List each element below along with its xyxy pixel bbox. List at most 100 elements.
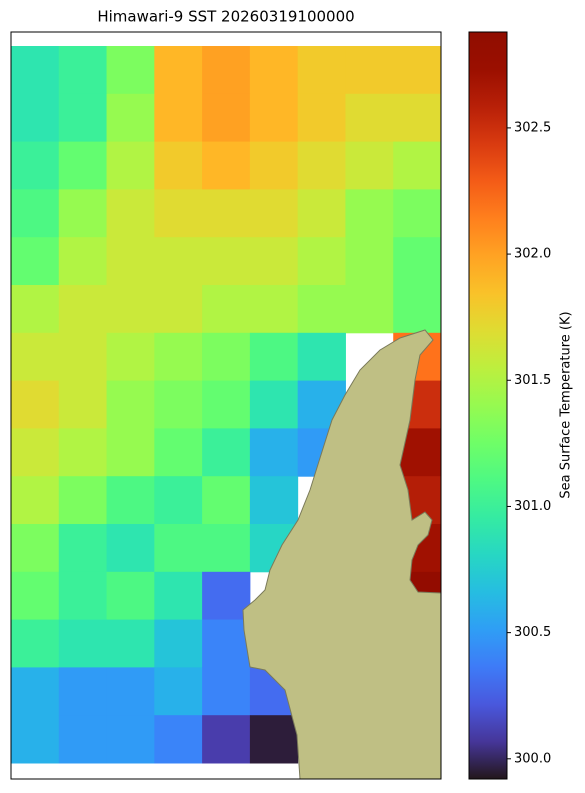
sst-cell	[11, 428, 60, 477]
sst-cell	[58, 524, 108, 573]
sst-cell	[11, 524, 60, 573]
colorbar-label: Sea Surface Temperature (K)	[559, 311, 574, 498]
sst-cell	[393, 189, 442, 238]
sst-cell	[154, 189, 203, 238]
sst-cell	[202, 93, 251, 143]
map-frame	[10, 31, 442, 780]
sst-cell	[297, 237, 346, 286]
sst-cell	[297, 93, 346, 143]
sst-cell	[249, 715, 299, 764]
sst-cell	[106, 189, 155, 238]
sst-cell	[393, 285, 442, 334]
sst-cell	[154, 380, 203, 429]
sst-cell	[249, 93, 299, 143]
sst-cell	[106, 141, 155, 190]
sst-cell	[345, 285, 394, 334]
sst-cell	[58, 476, 108, 525]
sst-cell	[154, 46, 203, 95]
sst-cell	[393, 237, 442, 286]
sst-cell	[297, 46, 346, 95]
sst-cell	[393, 141, 442, 190]
sst-cell	[106, 93, 155, 143]
sst-cell	[202, 667, 251, 716]
sst-cell	[202, 428, 251, 477]
sst-cell	[58, 428, 108, 477]
sst-cell	[202, 619, 251, 668]
sst-cell	[393, 46, 442, 95]
sst-cell	[297, 189, 346, 238]
sst-cell	[11, 380, 60, 429]
sst-cell	[106, 332, 155, 382]
sst-cell	[345, 189, 394, 238]
sst-cell	[154, 476, 203, 525]
colorbar-tick-label: 302.0	[514, 247, 551, 262]
sst-cell	[249, 141, 299, 190]
sst-cell	[202, 237, 251, 286]
sst-cell	[297, 141, 346, 190]
sst-cell	[58, 715, 108, 764]
sst-cell	[106, 285, 155, 334]
sst-cell	[58, 189, 108, 238]
sst-cell	[11, 619, 60, 668]
sst-cell	[249, 476, 299, 525]
sst-cell	[106, 524, 155, 573]
sst-cell	[106, 380, 155, 429]
sst-cell	[154, 571, 203, 621]
sst-cell	[11, 46, 60, 95]
colorbar-tick-label: 301.5	[514, 373, 551, 388]
sst-cell	[11, 667, 60, 716]
sst-cell	[58, 332, 108, 382]
sst-cell	[249, 380, 299, 429]
sst-cell	[154, 332, 203, 382]
sst-cell	[11, 332, 60, 382]
colorbar-tick-label: 302.5	[514, 120, 551, 135]
colorbar	[468, 31, 508, 780]
sst-cell	[106, 46, 155, 95]
sst-cell	[154, 524, 203, 573]
sst-cell	[202, 332, 251, 382]
sst-cell	[11, 715, 60, 764]
sst-cell	[154, 93, 203, 143]
sst-cell	[58, 285, 108, 334]
sst-cell	[202, 46, 251, 95]
sst-cell	[106, 715, 155, 764]
chart-title: Himawari-9 SST 20260319100000	[97, 8, 354, 26]
sst-cell	[202, 189, 251, 238]
sst-cell	[249, 285, 299, 334]
colorbar-tick-label: 300.0	[514, 751, 551, 766]
land	[242, 329, 442, 780]
sst-cell	[249, 428, 299, 477]
sst-cell	[11, 141, 60, 190]
sst-cell	[345, 141, 394, 190]
sst-cell	[11, 237, 60, 286]
sst-cell	[58, 571, 108, 621]
sst-cell	[11, 571, 60, 621]
sst-cell	[154, 428, 203, 477]
sst-cell	[106, 237, 155, 286]
sst-cell	[345, 46, 394, 95]
sst-cell	[106, 428, 155, 477]
sst-cell	[345, 93, 394, 143]
sst-cell	[202, 141, 251, 190]
sst-cell	[58, 93, 108, 143]
sst-cell	[58, 619, 108, 668]
sst-cell	[106, 667, 155, 716]
sst-cell	[202, 285, 251, 334]
sst-cell	[249, 46, 299, 95]
sst-cell	[58, 237, 108, 286]
sst-cell	[154, 667, 203, 716]
sst-cell	[154, 285, 203, 334]
sst-cell	[202, 476, 251, 525]
sst-cell	[11, 189, 60, 238]
sst-cell	[106, 619, 155, 668]
sst-cell	[202, 380, 251, 429]
sst-cell	[154, 141, 203, 190]
sst-cell	[202, 571, 251, 621]
colorbar-tick-label: 301.0	[514, 499, 551, 514]
sst-field	[11, 46, 442, 764]
sst-cell	[11, 93, 60, 143]
sst-cell	[154, 715, 203, 764]
sst-cell	[297, 332, 346, 382]
sst-cell	[202, 715, 251, 764]
sst-cell	[154, 619, 203, 668]
